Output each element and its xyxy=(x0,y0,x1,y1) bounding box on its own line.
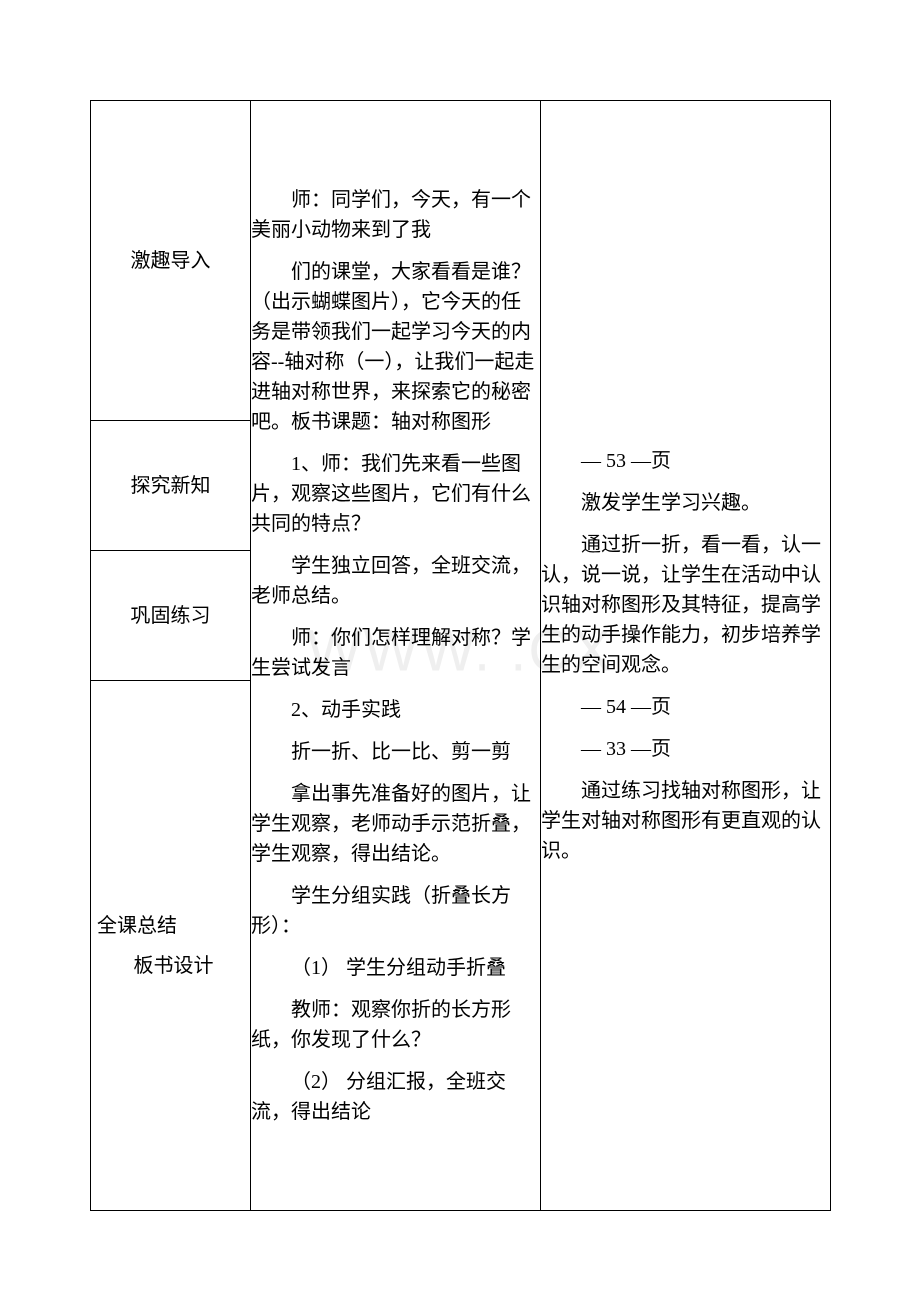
content-paragraph: 们的课堂，大家看看是谁？（出示蝴蝶图片），它今天的任务是带领我们一起学习今天的内… xyxy=(251,257,540,437)
stage-label: 板书设计 xyxy=(97,948,250,984)
teaching-content-cell: 师：同学们，今天，有一个美丽小动物来到了我 们的课堂，大家看看是谁？（出示蝴蝶图… xyxy=(251,101,541,1211)
content-paragraph: 教师：观察你折的长方形纸，你发现了什么？ xyxy=(251,995,540,1055)
notes-paragraph: — 33 —页 xyxy=(541,734,830,764)
content-paragraph: 师：同学们，今天，有一个美丽小动物来到了我 xyxy=(251,185,540,245)
content-paragraph: 2、动手实践 xyxy=(251,695,540,725)
content-paragraph: 折一折、比一比、剪一剪 xyxy=(251,737,540,767)
content-paragraph: 学生分组实践（折叠长方形）： xyxy=(251,881,540,941)
content-paragraph: 师：你们怎样理解对称？学生尝试发言 xyxy=(251,623,540,683)
content-paragraph: （1） 学生分组动手折叠 xyxy=(251,953,540,983)
lesson-plan-table: 激趣导入 师：同学们，今天，有一个美丽小动物来到了我 们的课堂，大家看看是谁？（… xyxy=(90,100,831,1211)
notes-cell: — 53 —页 激发学生学习兴趣。 通过折一折，看一看，认一认，说一说，让学生在… xyxy=(541,101,831,1211)
content-paragraph: 拿出事先准备好的图片，让学生观察，老师动手示范折叠，学生观察，得出结论。 xyxy=(251,779,540,869)
stage-label: 全课总结 xyxy=(97,908,250,944)
notes-paragraph: — 54 —页 xyxy=(541,692,830,722)
stage-cell-4: 全课总结 板书设计 xyxy=(91,681,251,1211)
stage-cell-2: 探究新知 xyxy=(91,421,251,551)
stage-label: 巩固练习 xyxy=(91,598,250,634)
page-container: 激趣导入 师：同学们，今天，有一个美丽小动物来到了我 们的课堂，大家看看是谁？（… xyxy=(0,0,920,1291)
stage-cell-1: 激趣导入 xyxy=(91,101,251,421)
content-paragraph: 学生独立回答，全班交流，老师总结。 xyxy=(251,551,540,611)
stage-label: 激趣导入 xyxy=(91,243,250,279)
notes-paragraph: 通过练习找轴对称图形，让学生对轴对称图形有更直观的认识。 xyxy=(541,776,830,866)
notes-paragraph: 激发学生学习兴趣。 xyxy=(541,488,830,518)
notes-paragraph: — 53 —页 xyxy=(541,446,830,476)
content-paragraph: （2） 分组汇报，全班交流，得出结论 xyxy=(251,1067,540,1127)
notes-paragraph: 通过折一折，看一看，认一认，说一说，让学生在活动中认识轴对称图形及其特征，提高学… xyxy=(541,530,830,680)
stage-cell-3: 巩固练习 xyxy=(91,551,251,681)
content-paragraph: 1、师：我们先来看一些图片，观察这些图片，它们有什么共同的特点？ xyxy=(251,449,540,539)
stage-label: 探究新知 xyxy=(91,468,250,504)
